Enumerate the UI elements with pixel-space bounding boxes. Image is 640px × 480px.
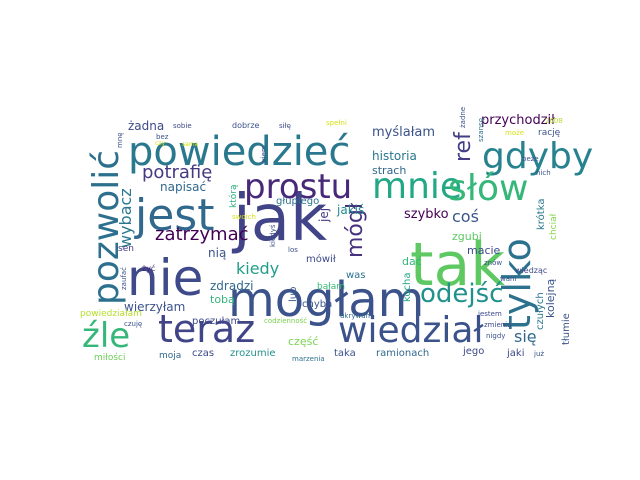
- word-teraz: teraz: [158, 307, 255, 351]
- word-balam: bałam: [317, 282, 345, 292]
- word-szanse: szansę: [477, 118, 485, 142]
- word-czesc: część: [288, 335, 318, 348]
- word-lub: lub: [288, 287, 299, 302]
- word-chcial: chciał: [549, 213, 559, 240]
- word-kiedys: kiedyś: [269, 224, 277, 247]
- word-prostu: prostu: [244, 167, 352, 207]
- word-sama: sama: [182, 141, 199, 148]
- word-ukrywan: ukrywan: [340, 312, 370, 320]
- word-mogl: mógł: [343, 202, 368, 258]
- word-mowil: mówił: [306, 253, 336, 265]
- word-wiem: wiem: [260, 145, 268, 164]
- word-jakis: jakiś: [336, 203, 364, 217]
- word-wiedzial: wiedział: [338, 310, 484, 351]
- word-dac: dać: [402, 255, 422, 268]
- word-los: los: [288, 246, 298, 254]
- word-macie: macie: [467, 244, 501, 257]
- word-historia: historia: [372, 149, 417, 163]
- word-tylko: tylko: [495, 238, 539, 330]
- word-znow: znów: [484, 259, 502, 267]
- word-poczulam: poczułam: [192, 316, 240, 327]
- word-swoich: swoich: [232, 213, 256, 221]
- word-slow: słów: [448, 168, 528, 209]
- word-cloud-words: jak tak mogłam nie powiedzieć jest prost…: [80, 107, 593, 363]
- word-tlumie: tłumie: [561, 313, 572, 345]
- word-potrafie: potrafię: [142, 162, 212, 183]
- word-ramionach: ramionach: [376, 348, 429, 359]
- word-racje: rację: [538, 128, 561, 138]
- word-jak: jak: [231, 182, 327, 256]
- word-moja: moja: [159, 351, 181, 361]
- word-zaufac: zaufać: [120, 267, 128, 290]
- word-juz: już: [533, 350, 544, 358]
- word-bez: bez: [156, 133, 169, 141]
- word-zadne: żadne: [459, 107, 467, 128]
- word-zmienia: zmienia: [484, 321, 511, 329]
- word-strach: strach: [372, 164, 406, 177]
- word-nia: nią: [208, 246, 226, 260]
- word-zle: źle: [82, 316, 130, 356]
- word-krotka: krótka: [535, 199, 547, 230]
- word-czulych: czułych: [535, 292, 546, 330]
- word-moglam: mogłam: [228, 272, 424, 328]
- word-toba: tobą: [210, 293, 235, 306]
- word-nigdy: nigdy: [486, 332, 505, 340]
- word-milosci: miłości: [94, 352, 125, 363]
- word-dobrze: dobrze: [232, 121, 260, 130]
- word-przychodzil: przychodził: [481, 113, 555, 128]
- word-wani: wani: [500, 275, 516, 283]
- word-pozwolic: pozwolić: [86, 150, 127, 305]
- word-wiedzac: wiedząc: [515, 266, 547, 275]
- word-czas: czas: [192, 348, 214, 359]
- word-odejsc: odejść: [420, 279, 503, 309]
- word-wybacz: wybacz: [116, 188, 135, 248]
- word-kocha: kocha: [402, 272, 413, 302]
- word-jest: jest: [134, 190, 214, 241]
- word-jaki: jaki: [506, 348, 524, 359]
- word-zyc: żyć: [142, 263, 155, 273]
- word-glupiego: głupiego: [276, 196, 319, 207]
- word-was: was: [346, 270, 366, 281]
- word-cos: coś: [452, 207, 479, 226]
- word-zrozumie: zrozumie: [230, 348, 276, 359]
- word-myslalam: myślałam: [372, 125, 435, 140]
- word-zadna: żadna: [128, 119, 164, 133]
- word-jej: jej: [317, 208, 331, 223]
- word-spelni: spełni: [326, 119, 347, 127]
- word-marzenia: marzenia: [292, 355, 325, 363]
- word-wierzylam: wierzyłam: [124, 300, 185, 314]
- word-powiedziec: powiedzieć: [128, 129, 350, 175]
- word-sile: siłę: [279, 122, 291, 130]
- word-beze: beze: [522, 155, 539, 163]
- word-kolejna: kolejną: [544, 278, 557, 318]
- word-czy: czy: [155, 140, 165, 147]
- word-codziennosc: codzienność: [264, 317, 307, 325]
- word-nie: nie: [127, 249, 203, 307]
- word-zatrzymac: zatrzymać: [155, 224, 249, 245]
- word-kiedy: kiedy: [236, 259, 279, 278]
- word-szybko: szybko: [404, 207, 449, 222]
- word-moze: może: [505, 129, 524, 137]
- word-powiedzialam: powiedziałam: [80, 309, 142, 319]
- word-sen: sen: [118, 244, 134, 254]
- word-taka: taka: [334, 348, 356, 359]
- word-ref: ref: [451, 131, 476, 162]
- word-zdradzi: zdradzi: [210, 279, 253, 293]
- word-mnie: mnie: [372, 166, 462, 207]
- word-napisac: napisać: [160, 180, 206, 194]
- word-zgubi: zgubi: [452, 230, 482, 243]
- word-czuje: czuję: [124, 320, 142, 328]
- word-tak: tak: [410, 230, 505, 300]
- word-sobie: sobie: [173, 122, 192, 130]
- word-sie: się: [514, 327, 537, 346]
- word-jestem: jestem: [477, 310, 502, 318]
- word-jego: jego: [462, 346, 484, 357]
- word-ktora: którą: [228, 184, 239, 208]
- word-chyba: chyba: [302, 299, 332, 310]
- word-mne: mnę: [116, 132, 124, 148]
- word-2008: 2008: [545, 117, 563, 125]
- word-gdyby: gdyby: [482, 136, 593, 177]
- word-nich: nich: [536, 169, 551, 177]
